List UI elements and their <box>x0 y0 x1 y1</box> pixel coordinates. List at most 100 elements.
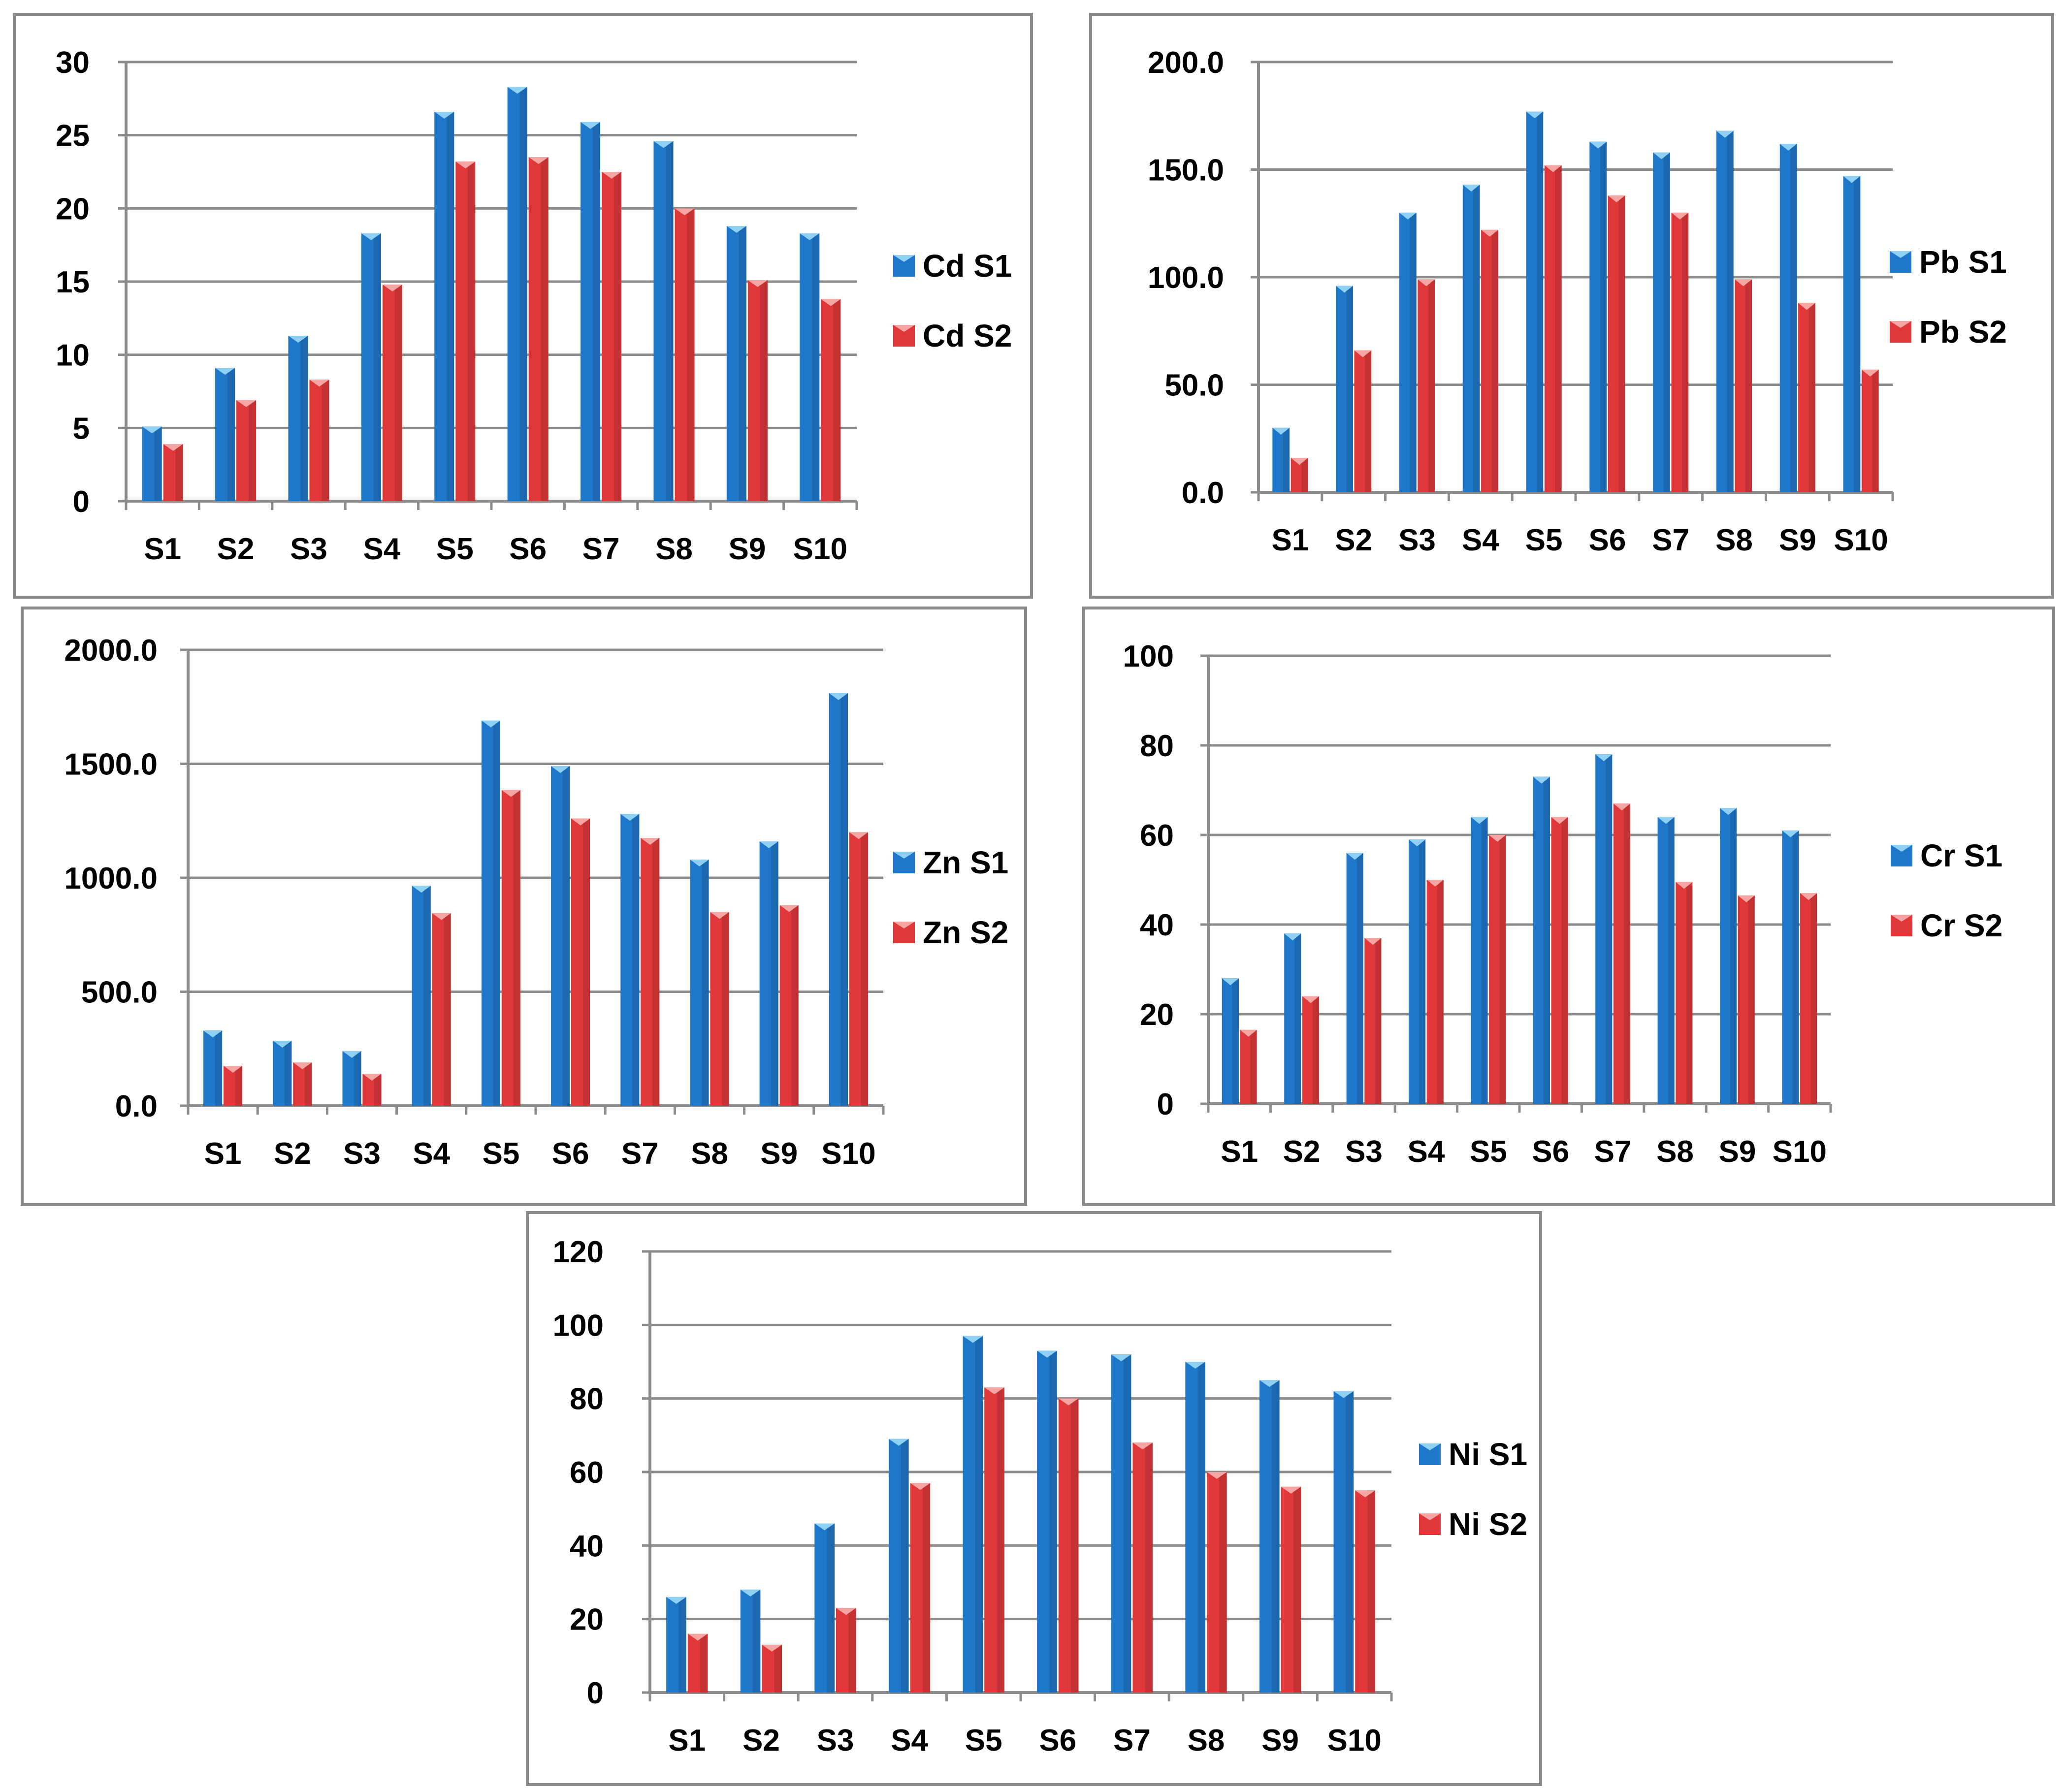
y-tick-label: 100 <box>1123 640 1174 673</box>
bar-pb-s1-s4 <box>1462 185 1480 493</box>
x-tick-label: S5 <box>482 1137 519 1171</box>
x-tick-label: S9 <box>1718 1135 1756 1169</box>
y-tick-label: 80 <box>570 1382 604 1416</box>
bar-cd-s2-s3 <box>309 380 329 501</box>
chart-panel-ni: 0 20 40 60 80 100 120 S1 S2 S3 S4 S5 S6 S7 S8 S9 S10 Ni S… <box>526 1211 1542 1786</box>
bar-pb-s1-s2 <box>1336 286 1353 492</box>
legend-item-ni-s2: Ni S2 <box>1419 1506 1527 1542</box>
legend-item-pb-s1: Pb S1 <box>1890 244 2007 280</box>
chart-zn: 0.0 500.0 1000.0 1500.0 2000.0 S1 S2 S3 S4 S5 S6 S7… <box>64 634 1008 1171</box>
bar-cr-s1-s4 <box>1409 839 1426 1104</box>
y-tick-label: 100 <box>553 1309 604 1343</box>
legend-item-zn-s2: Zn S2 <box>893 915 1008 950</box>
bar-zn-s2-s9 <box>779 905 799 1106</box>
x-tick-label: S4 <box>891 1724 928 1758</box>
bar-pb-s2-s5 <box>1544 165 1562 492</box>
x-tick-label: S2 <box>1335 523 1372 557</box>
x-tick-label: S7 <box>1652 523 1689 557</box>
x-tick-label: S1 <box>668 1724 706 1758</box>
bar-ni-s2-s2 <box>762 1644 782 1693</box>
bar-cd-s1-s8 <box>653 141 674 501</box>
bar-cd-s1-s4 <box>361 233 381 501</box>
bar-ni-s1-s3 <box>814 1523 835 1693</box>
bar-cr-s1-s6 <box>1533 776 1550 1104</box>
bar-ni-s1-s9 <box>1259 1380 1280 1693</box>
bar-ni-s1-s8 <box>1185 1362 1205 1693</box>
bar-pb-s2-s1 <box>1291 458 1308 492</box>
x-tick-label: S4 <box>1407 1135 1445 1169</box>
bar-cr-s2-s4 <box>1426 880 1444 1104</box>
bar-cd-s2-s7 <box>602 172 622 501</box>
bar-pb-s1-s6 <box>1589 141 1607 492</box>
bar-cd-s2-s10 <box>821 299 841 501</box>
x-tick-label: S9 <box>728 532 766 566</box>
bar-cr-s2-s1 <box>1240 1029 1257 1104</box>
bar-ni-s1-s4 <box>888 1439 909 1693</box>
bar-zn-s2-s6 <box>571 818 590 1106</box>
bar-cd-s1-s3 <box>288 336 308 501</box>
bar-ni-s2-s8 <box>1207 1472 1227 1693</box>
bar-pb-s2-s10 <box>1861 369 1879 492</box>
x-tick-label: S10 <box>793 532 847 566</box>
legend-item-cr-s2: Cr S2 <box>1891 908 2002 943</box>
bar-cd-s1-s5 <box>434 112 454 502</box>
legend-item-cd-s1: Cd S1 <box>893 248 1012 284</box>
bar-cr-s2-s3 <box>1364 938 1382 1104</box>
x-tick-label: S5 <box>436 532 474 566</box>
bar-zn-s1-s10 <box>829 693 848 1106</box>
bar-ni-s2-s9 <box>1281 1486 1301 1693</box>
x-tick-label: S7 <box>1113 1724 1151 1758</box>
bar-cd-s1-s6 <box>507 87 527 502</box>
bar-zn-s1-s5 <box>481 720 500 1106</box>
bar-pb-s2-s7 <box>1671 212 1689 492</box>
legend-label: Cd S1 <box>923 248 1012 284</box>
bar-ni-s2-s4 <box>910 1483 931 1693</box>
x-tick-label: S6 <box>1588 523 1626 557</box>
bar-ni-s1-s5 <box>963 1336 983 1693</box>
legend-label: Cr S2 <box>1920 908 2002 943</box>
y-tick-label: 80 <box>1140 729 1174 763</box>
y-tick-label: 500.0 <box>81 976 158 1010</box>
bar-pb-s2-s8 <box>1735 279 1752 492</box>
bar-cr-s1-s7 <box>1595 754 1613 1104</box>
legend-label: Zn S2 <box>923 915 1008 950</box>
bar-cd-s2-s5 <box>455 161 476 502</box>
y-tick-label: 0.0 <box>1182 476 1224 510</box>
bar-ni-s1-s1 <box>666 1597 686 1693</box>
bar-zn-s1-s4 <box>412 886 431 1106</box>
bar-zn-s2-s1 <box>224 1065 243 1106</box>
bar-zn-s2-s8 <box>710 912 729 1106</box>
bar-ni-s2-s7 <box>1132 1442 1153 1693</box>
chart-cd: 0 5 10 15 20 25 30 S1 S2 S3 S4 S5 S6 S7 S8 S9 S10 Cd S1 Cd… <box>56 46 1012 566</box>
chart-cr: 0 20 40 60 80 100 S1 S2 S3 S4 S5 S6 S7 S8 S9 S10 Cr S1 Cr… <box>1123 640 2003 1169</box>
y-tick-label: 5 <box>73 412 90 446</box>
x-tick-label: S9 <box>1261 1724 1299 1758</box>
bar-pb-s1-s10 <box>1843 176 1861 492</box>
x-tick-label: S7 <box>582 532 620 566</box>
legend-swatch-highlight <box>1419 1443 1441 1450</box>
x-tick-label: S6 <box>1039 1724 1076 1758</box>
bar-cd-s1-s7 <box>581 122 601 501</box>
x-tick-label: S4 <box>363 532 400 566</box>
bar-cd-s1-s1 <box>142 426 162 501</box>
chart-panel-pb: 0.0 50.0 100.0 150.0 200.0 S1 S2 S3 S4 S5 S6 S7 S8 S9… <box>1089 13 2054 599</box>
bar-cd-s1-s9 <box>726 226 746 502</box>
bar-zn-s1-s1 <box>203 1030 223 1106</box>
bar-pb-s1-s7 <box>1653 152 1670 492</box>
x-tick-label: S1 <box>1221 1135 1258 1169</box>
x-tick-label: S4 <box>1462 523 1499 557</box>
legend-item-ni-s1: Ni S1 <box>1419 1437 1527 1472</box>
bar-ni-s2-s10 <box>1355 1490 1375 1693</box>
bar-cr-s2-s2 <box>1302 996 1319 1104</box>
bar-zn-s1-s6 <box>551 766 570 1106</box>
y-tick-label: 2000.0 <box>64 634 158 668</box>
bar-cr-s1-s2 <box>1284 933 1301 1104</box>
bar-zn-s2-s5 <box>501 790 520 1106</box>
legend-item-cd-s2: Cd S2 <box>893 318 1012 353</box>
x-tick-label: S2 <box>217 532 255 566</box>
x-tick-label: S6 <box>552 1137 589 1171</box>
bar-zn-s1-s7 <box>620 814 640 1106</box>
y-tick-label: 20 <box>570 1603 604 1637</box>
bar-cd-s2-s1 <box>163 444 183 501</box>
y-tick-label: 1000.0 <box>64 862 158 896</box>
